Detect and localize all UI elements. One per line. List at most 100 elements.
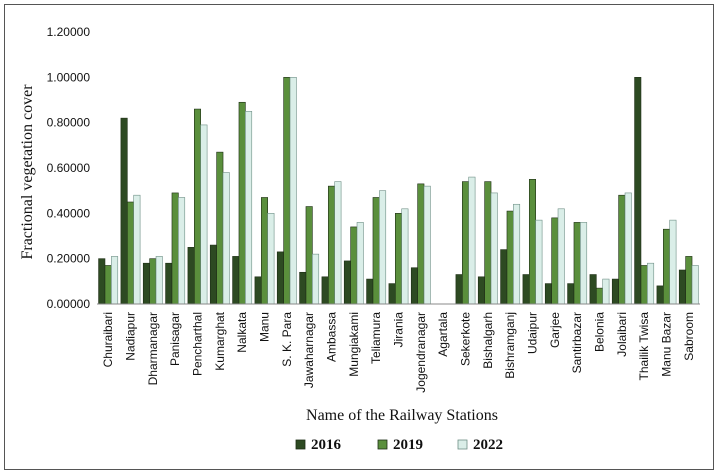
bar-2019 <box>551 217 559 305</box>
bar-2019 <box>149 258 157 305</box>
bar-2019 <box>685 256 693 305</box>
x-tick-label: Garjee <box>548 312 562 348</box>
x-tick-label: Bishalgarh <box>481 312 495 369</box>
y-tick-label: 0.80000 <box>47 116 91 130</box>
bar-2016 <box>611 278 619 305</box>
x-tick-label: Manu <box>258 312 272 342</box>
bar-2016 <box>98 258 106 305</box>
bar-2019 <box>372 197 380 305</box>
bar-2019 <box>484 181 492 305</box>
bar-2019 <box>394 213 402 305</box>
bar-2016 <box>656 285 664 305</box>
x-tick-label: Nadiapur <box>124 312 138 361</box>
bar-2016 <box>187 247 195 305</box>
bar-2019 <box>662 228 670 305</box>
x-tick-label: Jirania <box>392 312 406 348</box>
bar-2022 <box>289 77 297 305</box>
bar-2022 <box>490 192 498 305</box>
bar-2016 <box>589 274 597 305</box>
bar-2022 <box>468 176 476 305</box>
bar-2016 <box>522 274 530 305</box>
y-tick-label: 0.60000 <box>47 161 91 175</box>
bar-2016 <box>321 276 329 305</box>
x-tick-label: Kumarghat <box>213 311 227 370</box>
x-tick-label: Panisagar <box>168 312 182 366</box>
bar-2019 <box>194 108 202 305</box>
bar-2019 <box>506 210 514 305</box>
bar-2022 <box>267 213 275 305</box>
bar-2016 <box>299 271 307 305</box>
bar-2022 <box>624 192 632 305</box>
x-axis-label: Name of the Railway Stations <box>306 407 498 424</box>
bar-2019 <box>595 287 603 305</box>
y-tick-label: 0.20000 <box>47 252 91 266</box>
x-tick-label: Jawaharnagar <box>302 312 316 388</box>
bar-2016 <box>634 77 642 305</box>
bar-2022 <box>513 203 521 305</box>
bar-2022 <box>669 219 677 305</box>
bar-2016 <box>120 117 128 305</box>
x-tick-label: Manu Bazar <box>660 312 674 377</box>
x-tick-label: Agartala <box>436 312 450 357</box>
bar-2016 <box>254 276 262 305</box>
bar-2019 <box>528 179 536 305</box>
bar-2016 <box>388 283 396 305</box>
bar-2022 <box>222 172 230 305</box>
bar-2019 <box>573 222 581 305</box>
x-tick-label: Sekerkote <box>459 312 473 366</box>
legend-swatch-2022 <box>457 439 468 450</box>
bar-2022 <box>379 190 387 305</box>
x-tick-label: Sabroom <box>682 312 696 361</box>
bar-2019 <box>216 151 224 305</box>
x-tick-label: Udaipur <box>526 312 540 354</box>
x-tick-label: Teliamura <box>369 312 383 364</box>
x-tick-label: Ambassa <box>325 312 339 362</box>
bar-2019 <box>238 101 246 305</box>
bar-2016 <box>232 256 240 305</box>
x-tick-label: Bishramganj <box>503 312 517 379</box>
bar-2022 <box>356 222 364 305</box>
x-tick-label: Belonia <box>593 312 607 352</box>
bar-2016 <box>410 267 418 305</box>
bar-2016 <box>165 262 173 305</box>
bar-2022 <box>691 265 699 305</box>
legend-swatch-2019 <box>377 439 388 450</box>
x-axis: Churaibari Nadiapur Dharmanagar Panisagar Pe… <box>97 303 700 393</box>
bar-2019 <box>127 201 135 305</box>
x-tick-label: Mungiakami <box>347 312 361 377</box>
bar-2022 <box>647 262 655 305</box>
y-tick-label: 1.00000 <box>47 70 91 84</box>
legend-label-2022: 2022 <box>473 437 503 453</box>
x-tick-label: Thailik Twisa <box>637 312 651 381</box>
bar-2022 <box>557 208 565 305</box>
bar-2022 <box>602 278 610 305</box>
legend-swatch-2016 <box>295 439 306 450</box>
bar-2019 <box>283 77 291 305</box>
bars-group <box>98 77 699 305</box>
x-tick-label: Dharmanagar <box>146 312 160 385</box>
bar-2019 <box>171 192 179 305</box>
bar-2022 <box>245 111 253 305</box>
bar-2016 <box>366 278 374 305</box>
legend: 2016 2019 2022 <box>295 437 503 453</box>
legend-label-2016: 2016 <box>311 437 342 453</box>
bar-2022 <box>155 256 163 305</box>
bar-2022 <box>178 197 186 305</box>
bar-2016 <box>678 269 686 305</box>
x-tick-label: Churaibari <box>101 312 115 367</box>
bar-2019 <box>327 185 335 305</box>
y-tick-label: 1.20000 <box>47 25 91 39</box>
x-tick-label: Santirbazar <box>570 312 584 373</box>
bar-2019 <box>305 206 313 305</box>
x-tick-label: Nalkata <box>235 312 249 353</box>
bar-2016 <box>500 249 508 305</box>
bar-2019 <box>104 265 112 305</box>
x-tick-label: Jogendranagar <box>414 312 428 393</box>
bar-2016 <box>477 276 485 305</box>
bar-2019 <box>618 194 626 305</box>
bar-2016 <box>544 283 552 305</box>
bar-2016 <box>343 260 351 305</box>
bar-2019 <box>350 226 358 305</box>
bar-2022 <box>133 194 141 305</box>
